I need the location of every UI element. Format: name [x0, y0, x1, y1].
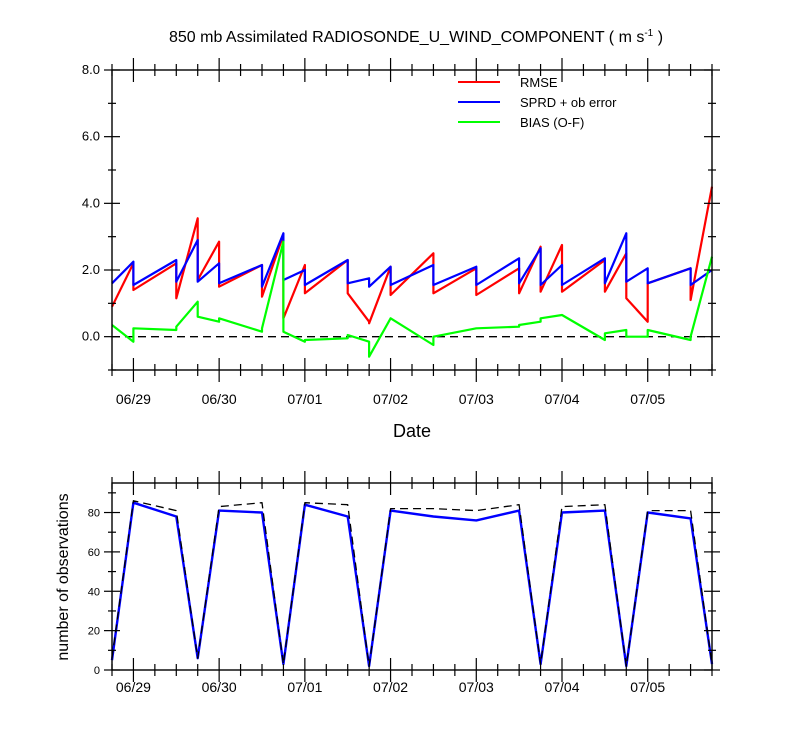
y-tick-label: 6.0	[82, 129, 100, 144]
x-tick-label: 07/05	[630, 391, 665, 407]
y-tick-label: 80	[88, 508, 100, 520]
y-axis-label-observations: number of observations	[55, 493, 72, 660]
y-tick-label: 4.0	[82, 195, 100, 210]
y-tick-label: 60	[88, 547, 100, 559]
x-tick-label: 07/04	[544, 391, 579, 407]
rmse-panel: 0.0 2.0 4.0 6.0 8.0 06/29 06/30 07/01 07/02 07/03…	[82, 58, 720, 407]
x-tick-label: 06/30	[202, 679, 237, 695]
x-tick-label: 07/02	[373, 391, 408, 407]
x-tick-label: 07/05	[630, 679, 665, 695]
legend: RMSE SPRD + ob error BIAS (O-F)	[458, 75, 617, 130]
x-tick-label: 07/03	[459, 391, 494, 407]
series-total-observations-line	[111, 500, 713, 667]
y-tick-label: 20	[88, 626, 100, 638]
x-axis-label: Date	[393, 421, 431, 441]
y-tick-label: 0.0	[82, 329, 100, 344]
chart-title: 850 mb Assimilated RADIOSONDE_U_WIND_COM…	[169, 28, 663, 46]
x-tick-label: 06/29	[116, 679, 151, 695]
y-tick-label: 2.0	[82, 262, 100, 277]
y-tick-label: 0	[94, 665, 100, 677]
observations-panel: 0 20 40 60 80 06/29 06/30 07/01 07/02 07/03 07/04 0…	[88, 471, 720, 695]
y-tick-label: 8.0	[82, 62, 100, 77]
x-tick-label: 06/29	[116, 391, 151, 407]
x-tick-label: 07/04	[544, 679, 579, 695]
x-tick-label: 07/02	[373, 679, 408, 695]
y-tick-label: 40	[88, 586, 100, 598]
plot-frame	[111, 69, 713, 371]
x-tick-label: 07/03	[459, 679, 494, 695]
legend-label-sprd-ob-error: SPRD + ob error	[520, 95, 617, 110]
legend-label-rmse: RMSE	[520, 75, 558, 90]
series-sprd-ob-error-line	[111, 232, 713, 288]
x-tick-label: 07/01	[287, 679, 322, 695]
series-rmse-line	[111, 186, 714, 325]
x-tick-label: 06/30	[202, 391, 237, 407]
series-assimilated-line	[110, 501, 714, 668]
series-bias-o-f-line	[111, 240, 714, 358]
legend-label-bias-o-f: BIAS (O-F)	[520, 115, 584, 130]
x-tick-label: 07/01	[287, 391, 322, 407]
